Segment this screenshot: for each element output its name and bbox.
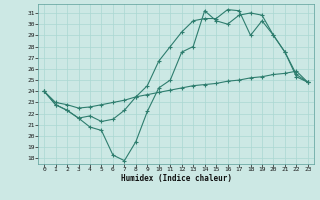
X-axis label: Humidex (Indice chaleur): Humidex (Indice chaleur) (121, 174, 231, 183)
